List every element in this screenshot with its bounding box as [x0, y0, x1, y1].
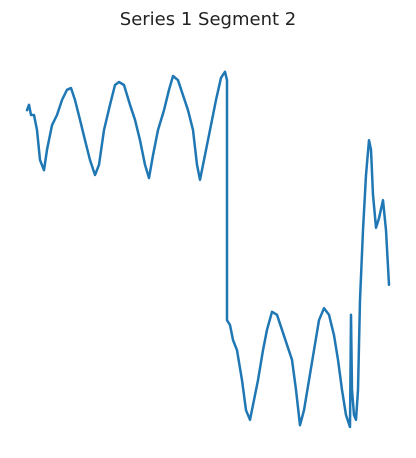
line — [25, 70, 391, 429]
chart-title: Series 1 Segment 2 — [120, 9, 296, 30]
